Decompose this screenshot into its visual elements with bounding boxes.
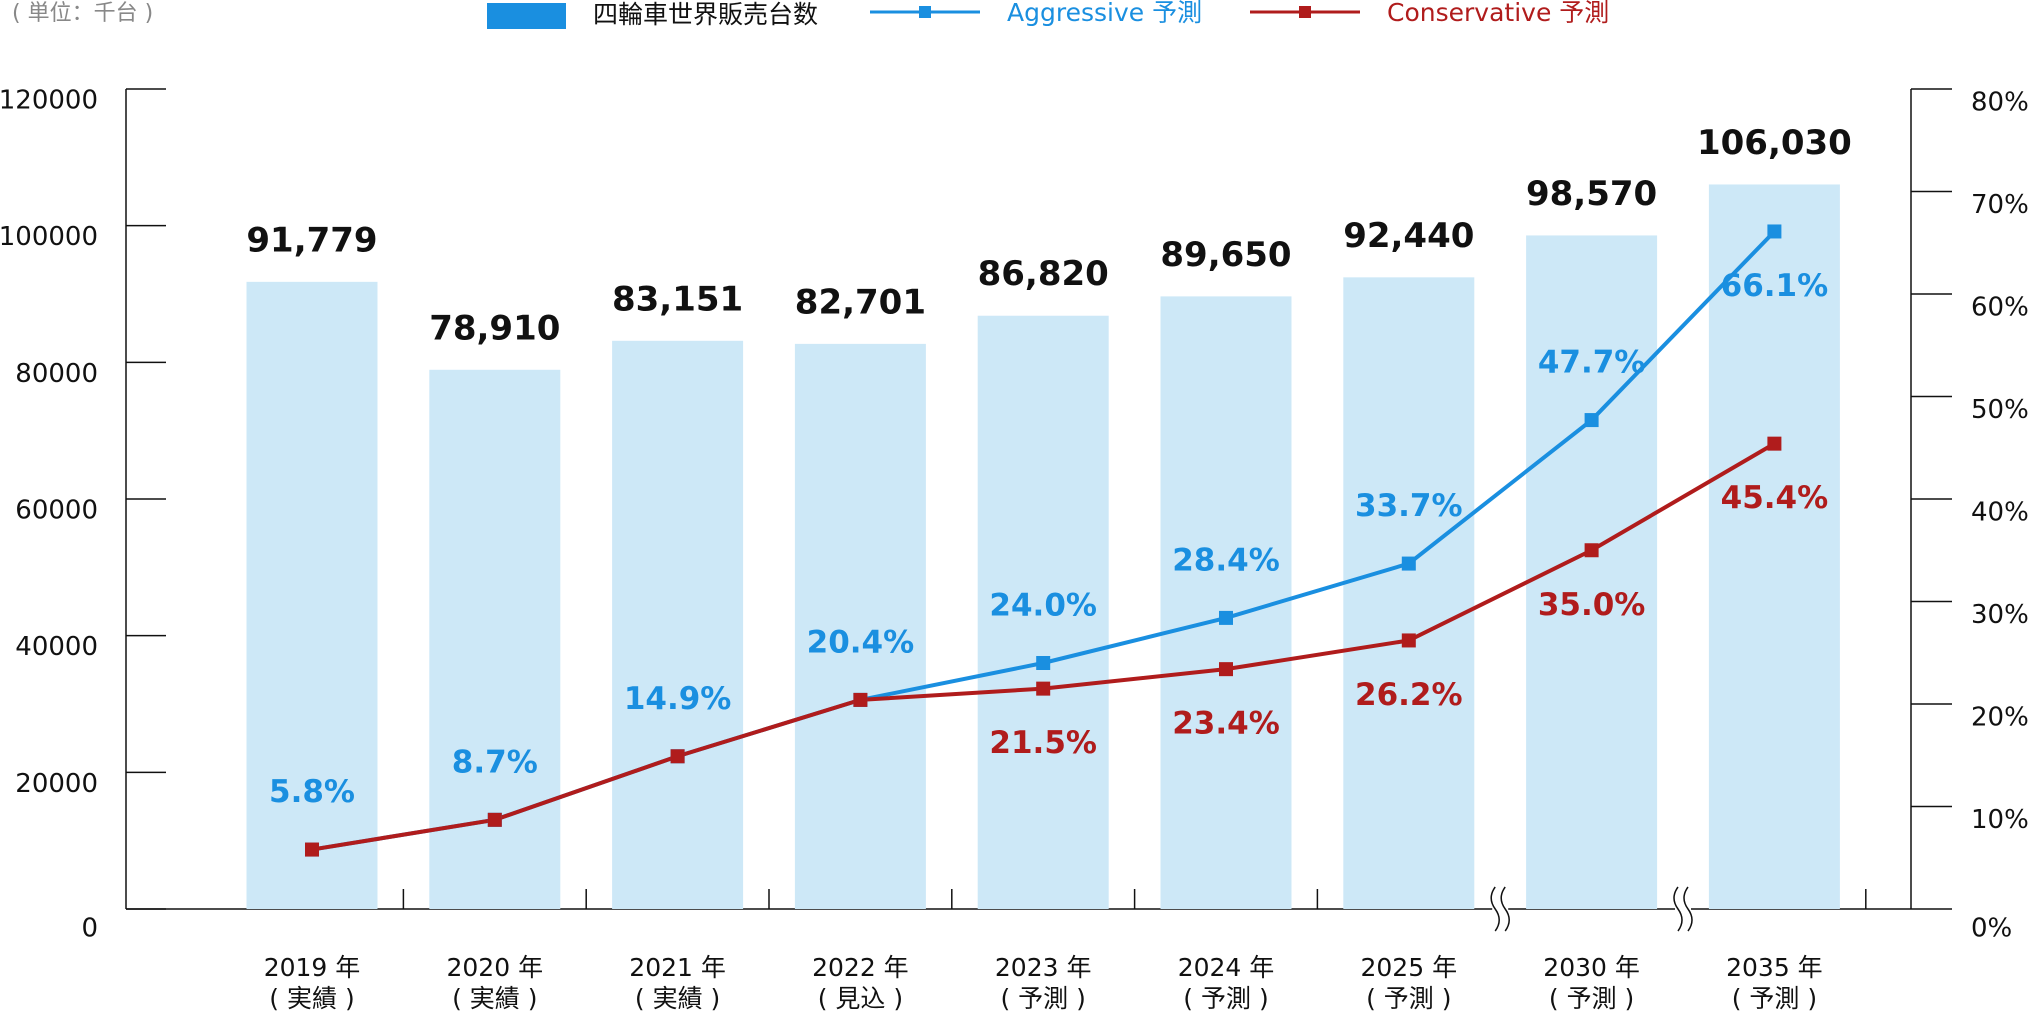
- x-tick-label: ( 実績 ): [635, 984, 720, 1013]
- y2-tick-label: 40%: [1971, 498, 2029, 528]
- x-tick-label: ( 実績 ): [269, 984, 354, 1013]
- x-tick-label: 2023 年: [995, 953, 1092, 982]
- line-value-label: 35.0%: [1538, 587, 1646, 623]
- y2-tick-label: 80%: [1971, 88, 2029, 118]
- y-tick-label: 0: [81, 914, 98, 944]
- bar: [612, 340, 744, 909]
- line-marker: [1219, 662, 1233, 677]
- line-marker: [1584, 413, 1599, 428]
- line-value-label: 14.9%: [624, 681, 732, 717]
- line-value-label: 24.0%: [989, 588, 1097, 624]
- x-tick-label: ( 見込 ): [818, 984, 903, 1013]
- unit-label: ( 単位：千台 ): [12, 1, 153, 26]
- axis-break-mark: [1683, 886, 1693, 932]
- line-value-label: 66.1%: [1721, 268, 1829, 304]
- y2-tick-label: 20%: [1971, 703, 2029, 733]
- axis-break-mark: [1673, 886, 1683, 932]
- bar: [1160, 296, 1292, 909]
- y2-tick-label: 30%: [1971, 600, 2029, 630]
- line-marker: [1036, 681, 1051, 696]
- x-tick-label: 2022 年: [812, 953, 909, 982]
- y2-tick-label: 70%: [1971, 190, 2029, 220]
- bar-value-label: 106,030: [1697, 123, 1852, 163]
- x-tick-label: 2021 年: [629, 953, 726, 982]
- line-marker: [1401, 556, 1416, 571]
- y-tick-label: 60000: [15, 496, 98, 526]
- bar: [1708, 184, 1840, 909]
- x-tick-label: 2035 年: [1726, 953, 1823, 982]
- y-tick-label: 120000: [0, 86, 98, 116]
- axis-break-mark: [1500, 886, 1510, 932]
- line-value-label: 23.4%: [1172, 706, 1280, 742]
- line-marker: [853, 692, 868, 707]
- line-marker: [1219, 610, 1233, 625]
- line-marker: [1584, 543, 1599, 558]
- axis-break: [1675, 887, 1691, 931]
- bar-value-label: 78,910: [429, 308, 560, 348]
- y-tick-label: 100000: [0, 222, 98, 252]
- bar-value-label: 83,151: [612, 279, 743, 319]
- x-tick-label: 2025 年: [1361, 953, 1458, 982]
- line-marker: [1401, 633, 1416, 648]
- line-value-label: 8.7%: [452, 744, 538, 780]
- bar: [794, 343, 926, 910]
- y2-tick-label: 10%: [1971, 805, 2029, 835]
- bar-value-label: 82,701: [795, 282, 926, 322]
- line-marker: [670, 749, 685, 764]
- line-value-label: 20.4%: [807, 624, 915, 660]
- bar-value-label: 89,650: [1160, 235, 1291, 275]
- x-tick-label: 2019 年: [264, 953, 361, 982]
- legend-marker: [919, 6, 931, 18]
- bar: [1343, 277, 1475, 909]
- x-tick-label: ( 予測 ): [1183, 984, 1268, 1013]
- x-tick-label: 2024 年: [1178, 953, 1275, 982]
- legend-swatch: [487, 3, 566, 29]
- y2-tick-label: 50%: [1971, 395, 2029, 425]
- line-value-label: 33.7%: [1355, 488, 1463, 524]
- x-tick-label: ( 予測 ): [1732, 984, 1817, 1013]
- axis-break-mark: [1490, 886, 1500, 932]
- line-marker: [487, 812, 502, 827]
- legend-label: 四輪車世界販売台数: [593, 0, 818, 29]
- x-tick-label: 2020 年: [447, 953, 544, 982]
- line-marker: [1767, 436, 1782, 451]
- line-marker: [305, 842, 319, 857]
- line-value-label: 28.4%: [1172, 542, 1280, 578]
- bar-value-label: 91,779: [246, 220, 377, 260]
- line-value-label: 45.4%: [1721, 480, 1829, 516]
- bar-value-label: 98,570: [1526, 174, 1657, 214]
- y-tick-label: 20000: [15, 769, 98, 799]
- bar-value-label: 86,820: [978, 254, 1109, 294]
- bar: [246, 281, 378, 909]
- y-tick-label: 40000: [15, 632, 98, 662]
- line-value-label: 21.5%: [989, 725, 1097, 761]
- bar: [977, 315, 1109, 910]
- line-marker: [1767, 224, 1782, 239]
- line-value-label: 26.2%: [1355, 677, 1463, 713]
- legend-marker: [1299, 6, 1311, 18]
- x-tick-label: ( 実績 ): [452, 984, 537, 1013]
- y-tick-label: 80000: [15, 359, 98, 389]
- x-tick-label: ( 予測 ): [1366, 984, 1451, 1013]
- x-tick-label: ( 予測 ): [1549, 984, 1634, 1013]
- legend-label: Aggressive 予測: [1007, 0, 1202, 27]
- line-value-label: 5.8%: [269, 774, 355, 810]
- bar-value-label: 92,440: [1343, 216, 1474, 256]
- line-value-label: 47.7%: [1538, 345, 1646, 381]
- y2-tick-label: 0%: [1971, 914, 2012, 944]
- y2-tick-label: 60%: [1971, 293, 2029, 323]
- legend-label: Conservative 予測: [1387, 0, 1609, 27]
- axis-break: [1492, 887, 1509, 931]
- x-tick-label: 2030 年: [1543, 953, 1640, 982]
- x-tick-label: ( 予測 ): [1000, 984, 1085, 1013]
- line-marker: [1036, 656, 1051, 670]
